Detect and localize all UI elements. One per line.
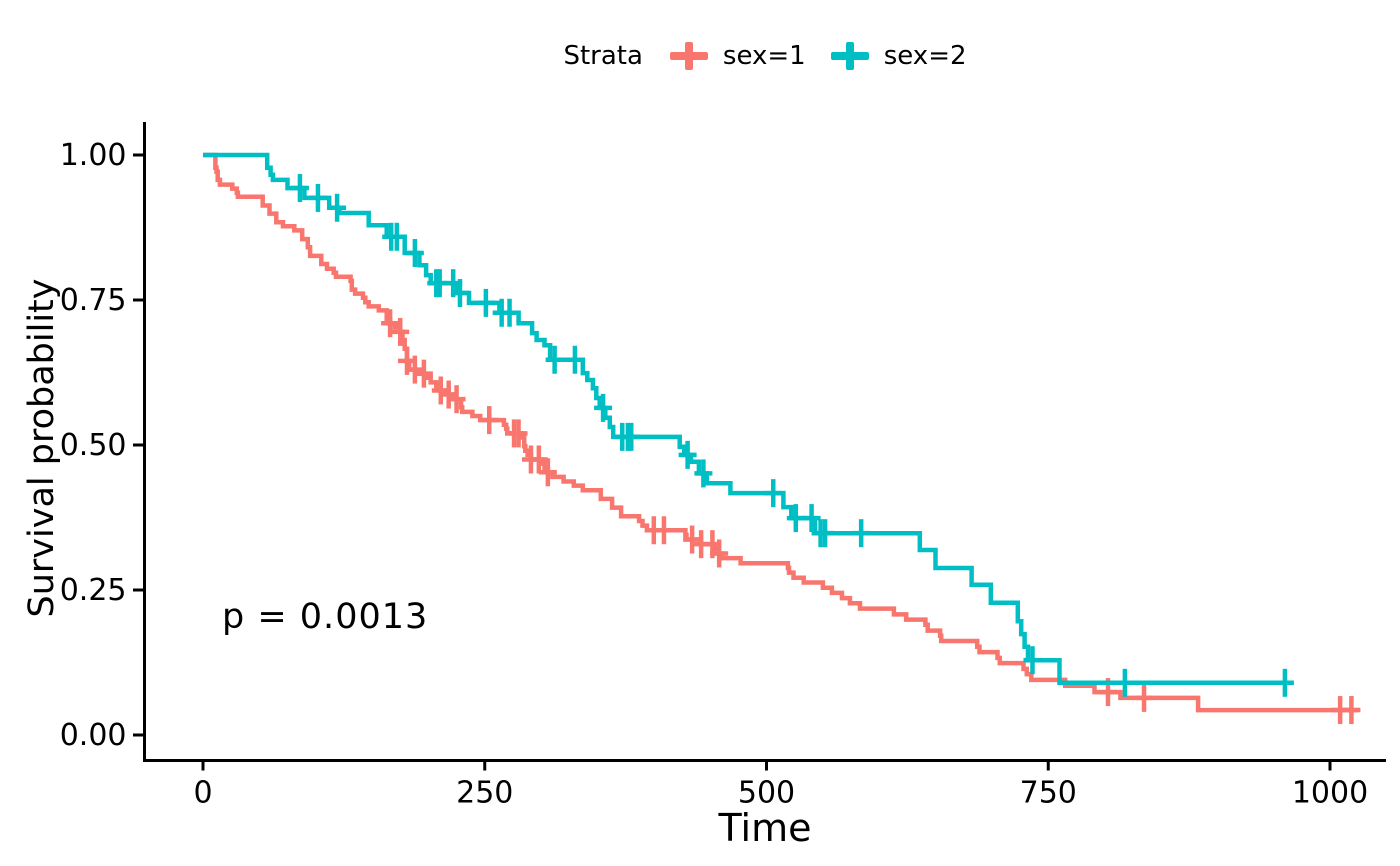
survival-curve-sex1[interactable] [203,152,1359,713]
legend: Strata sex=1 sex=2 [145,36,1385,76]
survival-curve-sex2[interactable] [203,152,1291,686]
x-tick-label: 500 [738,776,795,811]
x-tick-label: 750 [1020,776,1077,811]
legend-item-label: sex=1 [722,41,806,71]
x-tick-label: 0 [193,776,212,811]
x-axis-title: Time [718,806,812,850]
y-tick-label: 0.00 [60,718,127,753]
legend-item-sex1[interactable]: sex=1 [669,41,806,71]
legend-item-sex2[interactable]: sex=2 [830,41,967,71]
y-tick-label: 0.25 [60,573,127,608]
y-tick-label: 0.50 [60,428,127,463]
legend-item-label: sex=2 [883,41,967,71]
x-tick-label: 250 [456,776,513,811]
censor-cross-icon [669,41,709,71]
x-tick-label: 1000 [1292,776,1368,811]
censor-cross-icon [830,41,870,71]
y-tick-label: 0.75 [60,283,127,318]
p-value-annotation: p = 0.0013 [222,597,429,637]
legend-title: Strata [563,41,643,71]
y-tick-label: 1.00 [60,138,127,173]
y-axis-title: Survival probability [22,278,62,618]
